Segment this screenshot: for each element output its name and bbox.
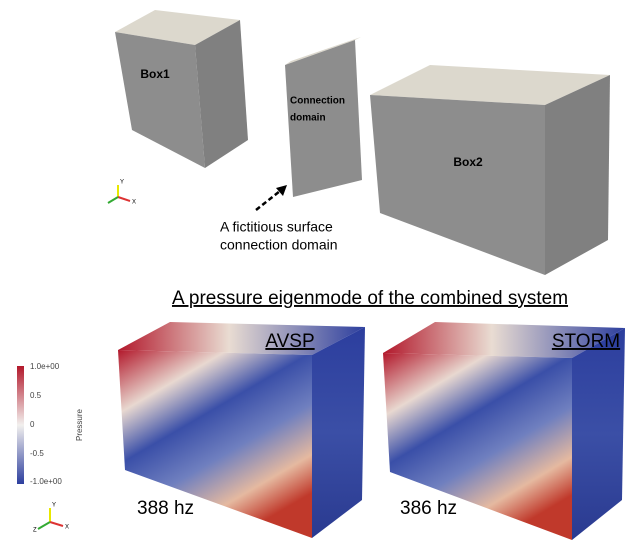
figure: Box1 Connection domain Box2 A fictitious…: [0, 0, 638, 544]
colorbar-label: 0.5: [30, 391, 42, 400]
axis-label: Y: [52, 503, 56, 509]
axis-label: X: [132, 200, 136, 206]
arrow: [256, 191, 280, 210]
colorbar-label: 0: [30, 420, 35, 429]
box2-label: Box2: [453, 155, 483, 169]
mode-side: [572, 328, 625, 540]
axis: [108, 197, 118, 203]
frequency: 388 hz: [137, 498, 194, 519]
axis-label: X: [65, 525, 69, 531]
frequency: 386 hz: [400, 498, 457, 519]
mode-side: [312, 327, 365, 538]
axis-label: Y: [120, 180, 124, 186]
colorbar-label: 1.0e+00: [30, 362, 60, 371]
connection-label: Connection: [290, 96, 345, 107]
colorbar-label: -1.0e+00: [30, 477, 62, 486]
colorbar-title: Pressure: [75, 408, 84, 441]
panel-label: AVSP: [265, 331, 314, 352]
panel-label: STORM: [552, 331, 620, 352]
box1-label: Box1: [140, 67, 170, 81]
annotation: connection domain: [220, 237, 338, 253]
axis: [38, 522, 50, 529]
colorbar-label: -0.5: [30, 449, 44, 458]
axis: [118, 197, 130, 201]
axis-label: Z: [33, 528, 37, 534]
box-face: [115, 32, 205, 168]
connection-label: domain: [290, 113, 326, 124]
colorbar: [17, 366, 24, 484]
section-title: A pressure eigenmode of the combined sys…: [172, 288, 568, 309]
axis: [50, 522, 63, 526]
box-face: [370, 95, 545, 275]
box-side: [545, 75, 610, 275]
annotation: A fictitious surface: [220, 219, 333, 235]
